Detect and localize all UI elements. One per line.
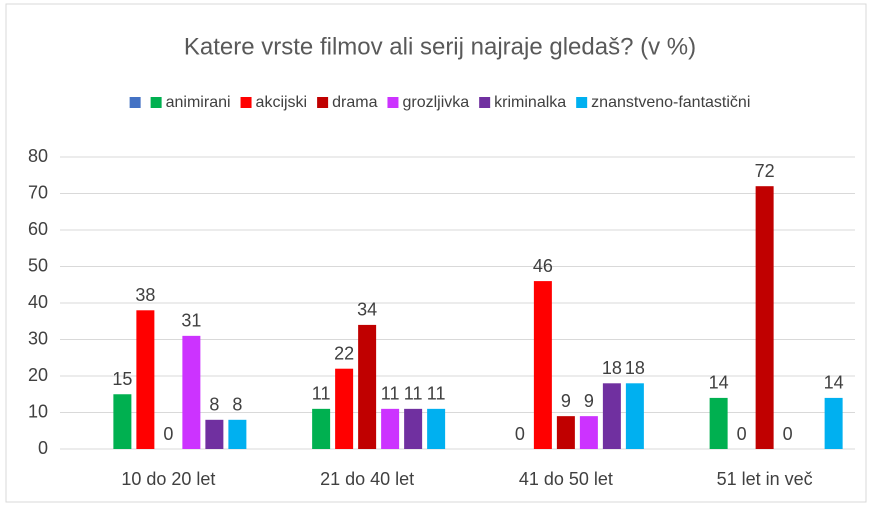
bar — [824, 397, 843, 449]
data-label: 14 — [709, 373, 729, 393]
bar — [228, 419, 247, 449]
data-label: 22 — [334, 343, 354, 363]
bar — [136, 310, 155, 449]
y-tick-label: 50 — [28, 255, 48, 275]
data-label: 72 — [755, 161, 775, 181]
x-tick-label: 21 do 40 let — [320, 469, 414, 489]
data-label: 18 — [602, 358, 622, 378]
legend-label: grozljivka — [402, 94, 469, 111]
y-tick-label: 0 — [38, 438, 48, 458]
y-tick-label: 40 — [28, 292, 48, 312]
y-tick-label: 10 — [28, 401, 48, 421]
legend-label: znanstveno-fantastični — [591, 94, 750, 111]
data-label: 0 — [163, 424, 173, 444]
data-label: 0 — [515, 424, 525, 444]
bar — [113, 394, 132, 449]
bar — [182, 335, 201, 449]
data-label: 11 — [427, 384, 446, 404]
legend-label: akcijski — [256, 94, 308, 111]
legend-swatch — [317, 97, 329, 108]
x-tick-label: 10 do 20 let — [121, 469, 215, 489]
data-label: 46 — [533, 256, 553, 276]
data-label: 14 — [824, 373, 844, 393]
data-label: 0 — [783, 424, 793, 444]
bar — [205, 419, 224, 449]
bar — [579, 416, 598, 449]
data-label: 0 — [737, 424, 747, 444]
bar — [709, 397, 728, 449]
data-label: 38 — [135, 285, 155, 305]
data-label: 9 — [561, 391, 571, 411]
bar — [358, 324, 377, 449]
y-tick-label: 60 — [28, 219, 48, 239]
y-tick-label: 30 — [28, 328, 48, 348]
legend-label: kriminalka — [494, 94, 566, 111]
legend-swatch — [387, 97, 399, 108]
legend-label: drama — [332, 94, 377, 111]
bar — [404, 408, 423, 449]
data-label: 8 — [209, 395, 219, 415]
data-label: 11 — [404, 384, 423, 404]
bar — [556, 416, 575, 449]
bar — [312, 408, 331, 449]
legend-swatch — [240, 97, 252, 108]
legend-swatch — [150, 97, 162, 108]
bar — [602, 383, 621, 449]
legend-label: animirani — [166, 94, 231, 111]
data-label: 18 — [625, 358, 645, 378]
data-label: 11 — [381, 384, 400, 404]
legend-swatch — [479, 97, 491, 108]
data-label: 8 — [232, 395, 242, 415]
x-tick-label: 41 do 50 let — [519, 469, 613, 489]
chart-title: Katere vrste filmov ali serij najraje gl… — [184, 33, 696, 60]
bar — [427, 408, 446, 449]
bar — [533, 281, 552, 449]
y-tick-label: 70 — [28, 182, 48, 202]
legend-swatch — [129, 97, 141, 108]
bar — [381, 408, 400, 449]
y-tick-label: 80 — [28, 146, 48, 166]
x-tick-label: 51 let in več — [717, 469, 813, 489]
data-label: 34 — [357, 300, 377, 320]
data-label: 11 — [312, 384, 331, 404]
legend-swatch — [576, 97, 588, 108]
bar — [625, 383, 644, 449]
bar — [335, 368, 354, 449]
y-tick-label: 20 — [28, 365, 48, 385]
data-label: 9 — [584, 391, 594, 411]
bar — [755, 186, 774, 449]
data-label: 15 — [112, 369, 132, 389]
data-label: 31 — [181, 311, 201, 331]
